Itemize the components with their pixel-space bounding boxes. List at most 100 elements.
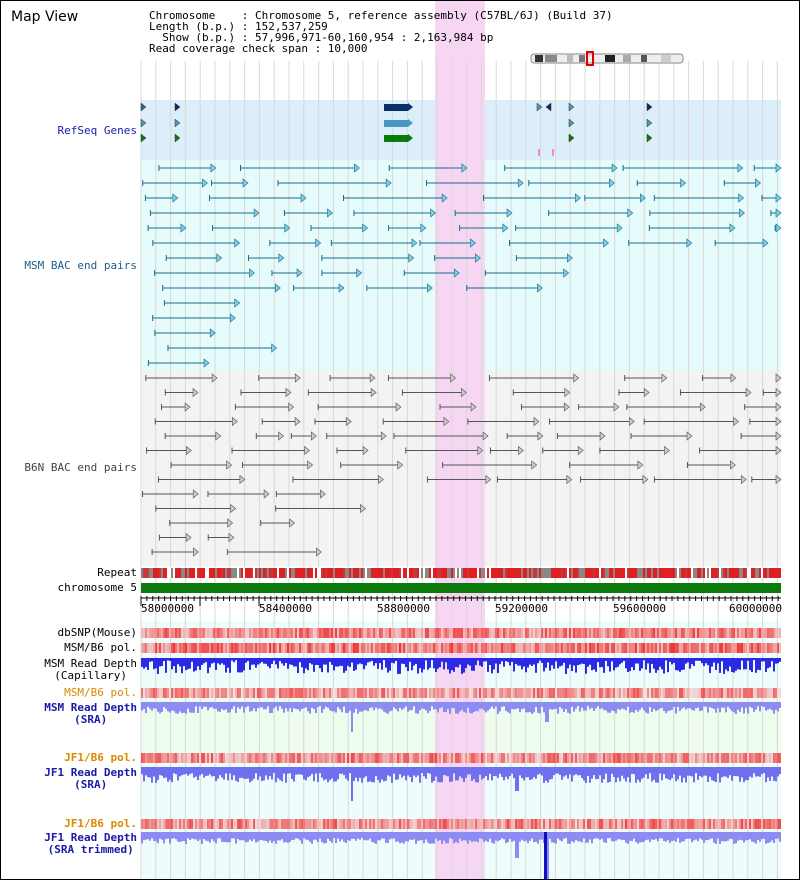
jf1-sra-depth xyxy=(319,767,321,774)
msm-capillary-depth xyxy=(643,658,645,661)
pol-mark xyxy=(743,643,745,653)
jf1-sra-depth xyxy=(483,767,485,778)
msm-sra-depth xyxy=(177,702,179,714)
repeat-mark xyxy=(545,568,547,578)
pol-mark xyxy=(699,819,701,829)
msm-capillary-depth xyxy=(415,658,417,664)
pol-mark xyxy=(431,688,433,698)
pol-mark xyxy=(647,753,649,763)
pol-mark xyxy=(239,753,241,763)
repeat-mark xyxy=(669,568,671,578)
jf1-trim-depth xyxy=(405,832,407,842)
bac-end-arrow xyxy=(430,208,437,218)
pol-mark xyxy=(453,688,455,698)
jf1-sra-depth xyxy=(755,767,757,777)
msm-sra-depth xyxy=(603,702,605,711)
pol-mark xyxy=(755,628,757,638)
jf1-sra-depth xyxy=(425,767,427,779)
repeat-mark xyxy=(439,568,441,578)
msm-capillary-depth xyxy=(197,658,199,667)
pol-mark xyxy=(725,688,727,698)
pol-mark xyxy=(505,643,507,653)
pol-mark xyxy=(317,753,319,763)
label-b6n-bac[interactable]: B6N BAC end pairs xyxy=(24,461,137,474)
repeat-mark xyxy=(397,568,399,578)
msm-sra-depth xyxy=(527,702,529,713)
pol-mark xyxy=(583,643,585,653)
pol-mark xyxy=(163,819,165,829)
bac-end-arrow xyxy=(289,518,296,528)
pol-mark xyxy=(229,628,231,638)
selection-highlight xyxy=(435,1,485,879)
pol-mark xyxy=(377,628,379,638)
pol-mark xyxy=(649,753,651,763)
msm-capillary-depth xyxy=(705,658,707,664)
msm-capillary-depth xyxy=(505,658,507,662)
pol-mark xyxy=(647,819,649,829)
jf1-sra-depth xyxy=(237,767,239,782)
pol-mark xyxy=(711,753,713,763)
gene-marker xyxy=(568,118,575,128)
pol-mark xyxy=(679,819,681,829)
msm-capillary-depth xyxy=(299,658,301,663)
bac-end-arrow xyxy=(216,253,223,263)
msm-sra-depth xyxy=(297,702,299,710)
pol-mark xyxy=(651,819,653,829)
pol-mark xyxy=(281,753,283,763)
pol-mark xyxy=(347,819,349,829)
pol-mark xyxy=(353,643,355,653)
repeat-mark xyxy=(491,568,493,578)
repeat-mark xyxy=(457,568,459,578)
pol-mark xyxy=(593,819,595,829)
pol-mark xyxy=(521,753,523,763)
jf1-sra-depth xyxy=(631,767,633,774)
repeat-mark xyxy=(589,568,591,578)
pol-mark xyxy=(709,819,711,829)
gene-block xyxy=(384,120,408,127)
msm-capillary-depth xyxy=(467,658,469,665)
msm-sra-depth xyxy=(745,702,747,708)
repeat-mark xyxy=(533,568,535,578)
pol-mark xyxy=(631,628,633,638)
pol-mark xyxy=(221,753,223,763)
jf1-sra-depth xyxy=(409,767,411,778)
pol-mark xyxy=(751,819,753,829)
bac-end-arrow xyxy=(453,268,460,278)
jf1-trim-depth xyxy=(709,832,711,840)
jf1-trim-depth xyxy=(297,832,299,839)
msm-capillary-depth xyxy=(571,658,573,672)
label-msm-bac[interactable]: MSM BAC end pairs xyxy=(24,259,137,272)
msm-capillary-depth xyxy=(601,658,603,668)
pol-mark xyxy=(253,643,255,653)
pol-mark xyxy=(215,688,217,698)
bac-end-arrow xyxy=(640,193,646,203)
pol-mark xyxy=(449,628,451,638)
pol-mark xyxy=(173,753,175,763)
pol-mark xyxy=(633,628,635,638)
pol-mark xyxy=(433,753,435,763)
pol-mark xyxy=(535,753,537,763)
bac-end-arrow xyxy=(192,387,199,398)
jf1-sra-depth xyxy=(231,767,233,780)
pol-mark xyxy=(495,753,497,763)
repeat-mark xyxy=(667,568,669,578)
pol-mark xyxy=(323,628,325,638)
pol-mark xyxy=(641,753,643,763)
label-refseq-genes[interactable]: RefSeq Genes xyxy=(57,124,137,137)
pol-mark xyxy=(341,753,343,763)
jf1-sra-depth xyxy=(277,767,279,779)
pol-mark xyxy=(173,688,175,698)
pol-mark xyxy=(227,819,229,829)
jf1-trim-depth xyxy=(299,832,301,841)
pol-mark xyxy=(447,819,449,829)
pol-mark xyxy=(339,753,341,763)
pol-mark xyxy=(681,753,683,763)
pol-mark xyxy=(551,819,553,829)
pol-mark xyxy=(271,753,273,763)
pol-mark xyxy=(375,819,377,829)
jf1-trim-depth xyxy=(693,832,695,841)
pol-mark xyxy=(549,643,551,653)
msm-sra-depth xyxy=(415,702,417,714)
jf1-trim-depth xyxy=(445,832,447,844)
